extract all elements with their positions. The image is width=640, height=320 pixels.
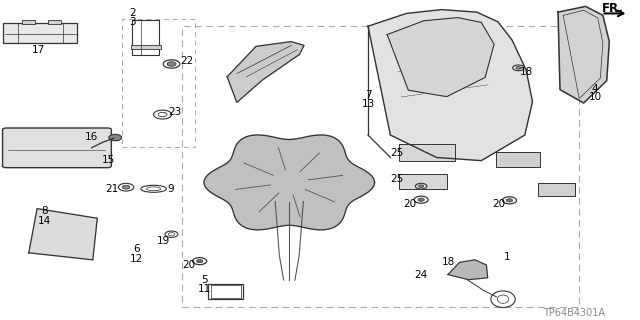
Text: 23: 23 xyxy=(168,107,181,117)
Text: 6: 6 xyxy=(133,244,140,254)
Ellipse shape xyxy=(278,175,301,189)
Text: 20: 20 xyxy=(182,260,195,270)
Ellipse shape xyxy=(122,185,130,189)
Text: 14: 14 xyxy=(38,216,51,227)
Ellipse shape xyxy=(516,67,521,69)
FancyBboxPatch shape xyxy=(3,128,111,168)
Text: FR.: FR. xyxy=(602,3,624,15)
Text: 13: 13 xyxy=(362,99,375,109)
Text: 21: 21 xyxy=(106,184,118,195)
Ellipse shape xyxy=(418,198,424,201)
Text: 7: 7 xyxy=(365,90,372,100)
Bar xyxy=(399,174,447,189)
Text: 15: 15 xyxy=(102,155,115,165)
Bar xyxy=(496,152,540,167)
Text: 12: 12 xyxy=(130,254,143,264)
Text: 11: 11 xyxy=(198,284,211,294)
Bar xyxy=(132,20,159,55)
Text: 8: 8 xyxy=(42,205,48,216)
Text: 4: 4 xyxy=(592,84,598,94)
Polygon shape xyxy=(29,209,97,260)
Text: 25: 25 xyxy=(390,173,403,184)
Bar xyxy=(22,20,35,24)
Text: 2: 2 xyxy=(129,8,136,19)
Text: 10: 10 xyxy=(589,92,602,102)
Bar xyxy=(538,183,575,196)
Text: 24: 24 xyxy=(415,269,428,280)
Ellipse shape xyxy=(506,199,513,202)
Bar xyxy=(211,285,241,298)
Text: 9: 9 xyxy=(168,184,174,194)
Text: 20: 20 xyxy=(493,199,506,209)
Text: 3: 3 xyxy=(129,17,136,28)
Text: 25: 25 xyxy=(390,148,403,158)
Bar xyxy=(399,144,455,161)
Bar xyxy=(122,19,195,147)
Polygon shape xyxy=(558,6,609,103)
Bar xyxy=(48,20,61,24)
Ellipse shape xyxy=(419,185,424,188)
Polygon shape xyxy=(448,260,488,280)
Bar xyxy=(182,26,579,307)
Polygon shape xyxy=(227,42,304,102)
Text: 17: 17 xyxy=(32,44,45,55)
Text: TP64B4301A: TP64B4301A xyxy=(543,308,605,318)
Ellipse shape xyxy=(109,134,122,141)
Text: 18: 18 xyxy=(520,67,532,77)
Polygon shape xyxy=(387,18,494,97)
Ellipse shape xyxy=(196,260,203,263)
Bar xyxy=(131,45,161,49)
Polygon shape xyxy=(368,10,532,161)
Text: 22: 22 xyxy=(180,56,193,67)
Bar xyxy=(3,23,77,43)
Polygon shape xyxy=(204,135,374,230)
Text: 18: 18 xyxy=(442,257,454,267)
Text: 19: 19 xyxy=(157,236,170,246)
Text: 5: 5 xyxy=(202,275,208,285)
Ellipse shape xyxy=(167,62,176,66)
Text: 1: 1 xyxy=(504,252,510,262)
Text: 16: 16 xyxy=(85,132,98,142)
Text: 20: 20 xyxy=(403,199,416,209)
Bar xyxy=(208,284,243,299)
